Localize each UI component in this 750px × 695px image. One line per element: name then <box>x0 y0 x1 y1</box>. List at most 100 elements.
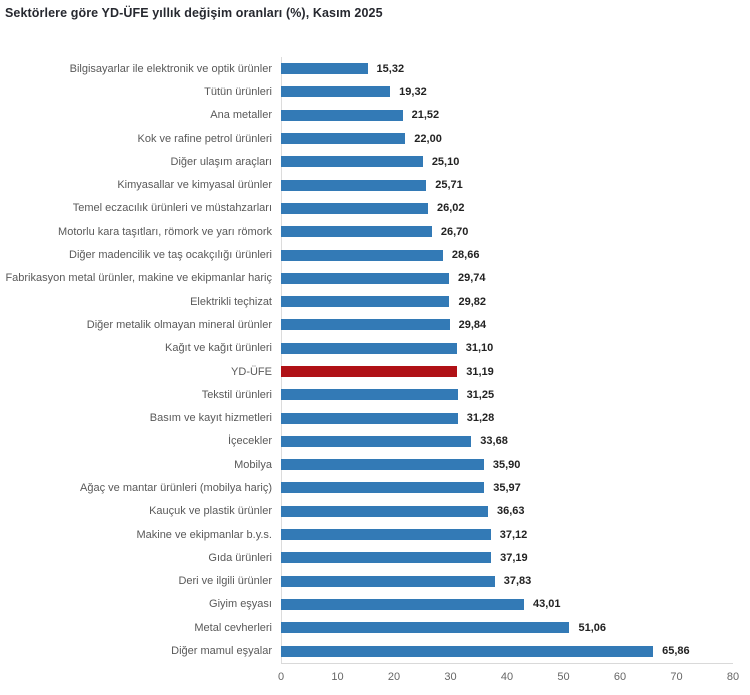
category-label: YD-ÜFE <box>231 365 272 378</box>
value-label: 26,02 <box>437 202 465 215</box>
x-tick-label: 60 <box>613 670 627 683</box>
bar-track: 36,63 <box>281 505 733 518</box>
category-label: Basım ve kayıt hizmetleri <box>149 412 272 425</box>
category-label: Tütün ürünleri <box>204 85 272 98</box>
value-label: 22,00 <box>414 132 442 145</box>
category-label: Kok ve rafine petrol ürünleri <box>137 132 272 145</box>
value-label: 37,83 <box>503 575 532 588</box>
bar-row: Fabrikasyon metal ürünler, makine ve eki… <box>0 267 750 290</box>
bar <box>281 435 472 447</box>
bar-row: Metal cevherleri 51,06 <box>0 616 750 639</box>
x-tick-label: 10 <box>331 670 344 683</box>
bar-track: 21,52 <box>281 109 733 122</box>
bar-row: Ana metaller 21,52 <box>0 104 750 127</box>
value-label: 65,86 <box>662 645 690 658</box>
bar-row: Temel eczacılık ürünleri ve müstahzarlar… <box>0 197 750 220</box>
bar-row: YD-ÜFE 31,19 <box>0 360 750 383</box>
category-label: Diğer ulaşım araçları <box>170 155 272 168</box>
bar-row: Diğer madencilik ve taş ocakçılığı ürünl… <box>0 243 750 266</box>
category-label: Diğer metalik olmayan mineral ürünler <box>86 318 272 331</box>
value-label: 31,28 <box>466 412 495 425</box>
category-label: Mobilya <box>234 458 272 471</box>
bar <box>281 226 432 238</box>
value-label: 31,10 <box>465 342 494 355</box>
bar-row: Kimyasallar ve kimyasal ürünler 25,71 <box>0 173 750 196</box>
bar-row: Elektrikli teçhizat 29,82 <box>0 290 750 313</box>
bar-track: 29,74 <box>281 272 733 284</box>
bar-track: 31,25 <box>281 388 733 401</box>
value-label: 21,52 <box>411 109 440 122</box>
bar <box>281 622 570 634</box>
value-label: 36,63 <box>496 505 525 518</box>
category-label: Bilgisayarlar ile elektronik ve optik ür… <box>69 62 272 75</box>
bar-row: Ağaç ve mantar ürünleri (mobilya hariç) … <box>0 476 750 499</box>
bar-track: 26,70 <box>281 226 733 238</box>
bar <box>281 505 488 517</box>
category-label: Diğer mamul eşyalar <box>171 645 272 658</box>
bar-row: Motorlu kara taşıtları, römork ve yarı r… <box>0 220 750 243</box>
bar-row: Kağıt ve kağıt ürünleri 31,10 <box>0 337 750 360</box>
bar-row: Diğer mamul eşyalar 65,86 <box>0 639 750 662</box>
bar-track: 43,01 <box>281 598 733 611</box>
value-label: 25,10 <box>431 155 460 168</box>
bar <box>281 296 450 308</box>
value-label: 29,84 <box>458 318 487 331</box>
category-label: Deri ve ilgili ürünler <box>178 575 272 588</box>
chart-title: Sektörlere göre YD-ÜFE yıllık değişim or… <box>5 6 383 20</box>
value-label: 29,82 <box>458 295 486 308</box>
value-label: 43,01 <box>533 598 561 611</box>
bar-track: 35,97 <box>281 482 733 494</box>
bar-track: 29,84 <box>281 318 733 331</box>
bar <box>281 342 457 354</box>
category-label: Tekstil ürünleri <box>201 388 272 401</box>
value-label: 37,12 <box>499 528 528 541</box>
category-label: Giyim eşyası <box>209 598 272 611</box>
bar <box>281 86 391 98</box>
value-label: 31,19 <box>466 365 494 378</box>
bar <box>281 412 458 424</box>
category-label: Ana metaller <box>210 109 272 122</box>
value-label: 33,68 <box>480 435 508 448</box>
bar-track: 37,19 <box>281 551 733 564</box>
bar-row: Mobilya 35,90 <box>0 453 750 476</box>
y-axis-line <box>281 57 282 663</box>
bar-track: 37,83 <box>281 575 733 588</box>
bar-row: Tekstil ürünleri 31,25 <box>0 383 750 406</box>
bar <box>281 529 491 541</box>
category-label: Motorlu kara taşıtları, römork ve yarı r… <box>58 225 272 238</box>
bar-row: Diğer metalik olmayan mineral ürünler 29… <box>0 313 750 336</box>
bar-track: 31,19 <box>281 365 733 378</box>
bar <box>281 366 458 377</box>
bar-row: Basım ve kayıt hizmetleri 31,28 <box>0 406 750 429</box>
x-tick-label: 30 <box>444 670 457 683</box>
value-label: 37,19 <box>500 551 528 564</box>
x-axis: 0 10 20 30 40 50 60 70 80 <box>277 662 739 686</box>
bar-row: Diğer ulaşım araçları 25,10 <box>0 150 750 173</box>
bar-row: Tütün ürünleri 19,32 <box>0 80 750 103</box>
bar <box>281 389 458 401</box>
bar-track: 29,82 <box>281 295 733 308</box>
category-label: İçecekler <box>227 435 272 448</box>
value-label: 15,32 <box>376 62 405 75</box>
bar <box>281 459 484 471</box>
bar-row: Gıda ürünleri 37,19 <box>0 546 750 569</box>
bar-track: 35,90 <box>281 459 733 471</box>
value-label: 31,25 <box>466 388 495 401</box>
bar-track: 22,00 <box>281 132 733 145</box>
bar-row: Kauçuk ve plastik ürünler 36,63 <box>0 500 750 523</box>
value-label: 25,71 <box>435 179 463 192</box>
value-label: 19,32 <box>399 85 427 98</box>
x-tick-label: 80 <box>726 670 740 683</box>
bar-row: Makine ve ekipmanlar b.y.s. 37,12 <box>0 523 750 546</box>
bar <box>281 249 443 261</box>
x-tick-label: 0 <box>277 670 285 683</box>
category-label: Makine ve ekipmanlar b.y.s. <box>136 528 272 541</box>
category-label: Elektrikli teçhizat <box>190 295 272 308</box>
bar <box>281 133 406 145</box>
bar-row: Bilgisayarlar ile elektronik ve optik ür… <box>0 57 750 80</box>
bar-rows: Bilgisayarlar ile elektronik ve optik ür… <box>0 57 750 663</box>
category-label: Fabrikasyon metal ürünler, makine ve eki… <box>5 272 272 285</box>
category-label: Ağaç ve mantar ürünleri (mobilya hariç) <box>80 481 272 494</box>
bar-track: 37,12 <box>281 528 733 541</box>
